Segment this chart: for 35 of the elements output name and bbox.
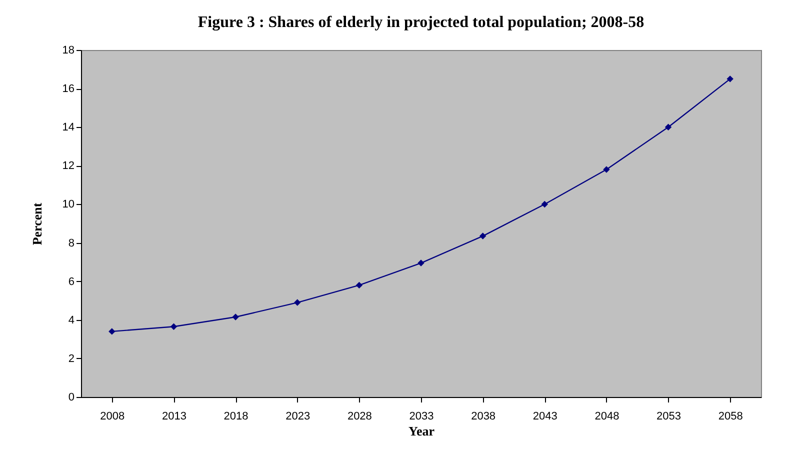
point: [356, 282, 363, 289]
point: [541, 200, 548, 208]
x-axis-title: Year: [408, 424, 435, 438]
x-tick-label: 2043: [532, 410, 558, 422]
x-tick-label: 2013: [162, 410, 186, 422]
point: [294, 299, 301, 306]
y-tick-label: 16: [62, 83, 74, 96]
y-tick-label: 2: [68, 352, 74, 365]
y-tick-label: 12: [62, 160, 74, 172]
point: [232, 314, 239, 320]
x-tick-label: 2028: [347, 410, 372, 422]
y-axis-title: Percent: [29, 202, 44, 246]
chart-title: Figure 3 : Shares of elderly in projected total population; 2008-58: [198, 14, 644, 31]
point: [726, 76, 734, 82]
x-tick-label: 2023: [286, 410, 310, 422]
y-tick-label: 6: [68, 276, 74, 288]
x-tick-label: 2038: [471, 410, 496, 422]
x-tick-label: 2033: [409, 410, 434, 422]
y-tick-label: 10: [62, 198, 74, 211]
y-tick-label: 4: [68, 314, 74, 326]
x-tick-label: 2018: [224, 410, 248, 422]
x-tick-label: 2053: [656, 410, 682, 422]
point: [664, 124, 672, 130]
y-tick-label: 18: [62, 44, 74, 56]
y-tick-label: 0: [68, 392, 74, 404]
x-tick-label: 2048: [594, 410, 620, 422]
point: [479, 232, 486, 240]
point: [108, 328, 116, 335]
y-tick-label: 14: [62, 122, 74, 134]
x-tick-label: 2008: [100, 410, 125, 422]
y-tick-label: 8: [68, 237, 74, 250]
point: [170, 323, 178, 330]
point: [603, 166, 610, 173]
x-tick-label: 2058: [718, 410, 743, 422]
point: [418, 260, 424, 266]
